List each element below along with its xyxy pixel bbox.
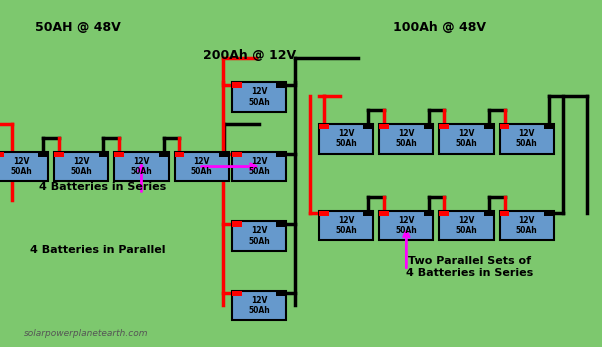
Text: 100Ah @ 48V: 100Ah @ 48V — [393, 21, 486, 34]
Text: 50AH @ 48V: 50AH @ 48V — [36, 21, 121, 34]
Text: solarpowerplanetearth.com: solarpowerplanetearth.com — [24, 329, 149, 338]
Bar — [379, 211, 389, 216]
Text: Two Parallel Sets of
4 Batteries in Series: Two Parallel Sets of 4 Batteries in Seri… — [406, 256, 533, 278]
FancyBboxPatch shape — [175, 152, 229, 181]
Text: 4 Batteries in Series: 4 Batteries in Series — [39, 183, 166, 192]
Bar — [159, 152, 169, 157]
Bar — [0, 152, 4, 157]
Bar — [232, 83, 241, 88]
Bar — [219, 152, 229, 157]
Bar — [232, 221, 241, 227]
FancyBboxPatch shape — [232, 221, 286, 251]
Bar — [54, 152, 64, 157]
FancyBboxPatch shape — [232, 83, 286, 112]
Text: 12V
50Ah: 12V 50Ah — [396, 129, 417, 149]
Text: 12V
50Ah: 12V 50Ah — [248, 226, 270, 246]
Bar — [319, 124, 329, 129]
Bar — [175, 152, 184, 157]
FancyBboxPatch shape — [379, 124, 433, 154]
Bar — [232, 152, 241, 157]
FancyBboxPatch shape — [500, 124, 554, 154]
Text: 12V
50Ah: 12V 50Ah — [131, 157, 152, 176]
FancyBboxPatch shape — [500, 211, 554, 240]
FancyBboxPatch shape — [439, 124, 494, 154]
Bar — [276, 221, 286, 227]
Text: 12V
50Ah: 12V 50Ah — [335, 216, 357, 235]
FancyBboxPatch shape — [232, 291, 286, 320]
FancyBboxPatch shape — [319, 211, 373, 240]
Bar — [484, 124, 494, 129]
FancyBboxPatch shape — [439, 211, 494, 240]
Text: 12V
50Ah: 12V 50Ah — [516, 216, 538, 235]
FancyBboxPatch shape — [319, 124, 373, 154]
Bar — [424, 124, 433, 129]
Bar — [544, 124, 554, 129]
Bar — [439, 211, 449, 216]
Text: 12V
50Ah: 12V 50Ah — [456, 216, 477, 235]
Text: 12V
50Ah: 12V 50Ah — [10, 157, 32, 176]
FancyBboxPatch shape — [114, 152, 169, 181]
Bar — [544, 211, 554, 216]
Bar — [484, 211, 494, 216]
Text: 12V
50Ah: 12V 50Ah — [191, 157, 213, 176]
Text: 12V
50Ah: 12V 50Ah — [248, 87, 270, 107]
FancyBboxPatch shape — [0, 152, 48, 181]
Text: 12V
50Ah: 12V 50Ah — [456, 129, 477, 149]
Text: 12V
50Ah: 12V 50Ah — [516, 129, 538, 149]
Text: 12V
50Ah: 12V 50Ah — [396, 216, 417, 235]
Bar — [276, 83, 286, 88]
Text: 12V
50Ah: 12V 50Ah — [248, 157, 270, 176]
Bar — [39, 152, 48, 157]
Text: 12V
50Ah: 12V 50Ah — [70, 157, 92, 176]
Bar — [99, 152, 108, 157]
Bar — [276, 291, 286, 296]
Bar — [424, 211, 433, 216]
Text: 4 Batteries in Parallel: 4 Batteries in Parallel — [30, 245, 166, 255]
FancyBboxPatch shape — [232, 152, 286, 181]
Bar — [114, 152, 124, 157]
Bar — [379, 124, 389, 129]
Bar — [364, 124, 373, 129]
Text: 12V
50Ah: 12V 50Ah — [335, 129, 357, 149]
Bar — [500, 211, 509, 216]
Bar — [500, 124, 509, 129]
Bar — [439, 124, 449, 129]
Text: 200Ah @ 12V: 200Ah @ 12V — [203, 49, 296, 62]
Bar — [364, 211, 373, 216]
Bar — [319, 211, 329, 216]
Text: 12V
50Ah: 12V 50Ah — [248, 296, 270, 315]
FancyBboxPatch shape — [54, 152, 108, 181]
FancyBboxPatch shape — [379, 211, 433, 240]
Bar — [232, 291, 241, 296]
Bar — [276, 152, 286, 157]
